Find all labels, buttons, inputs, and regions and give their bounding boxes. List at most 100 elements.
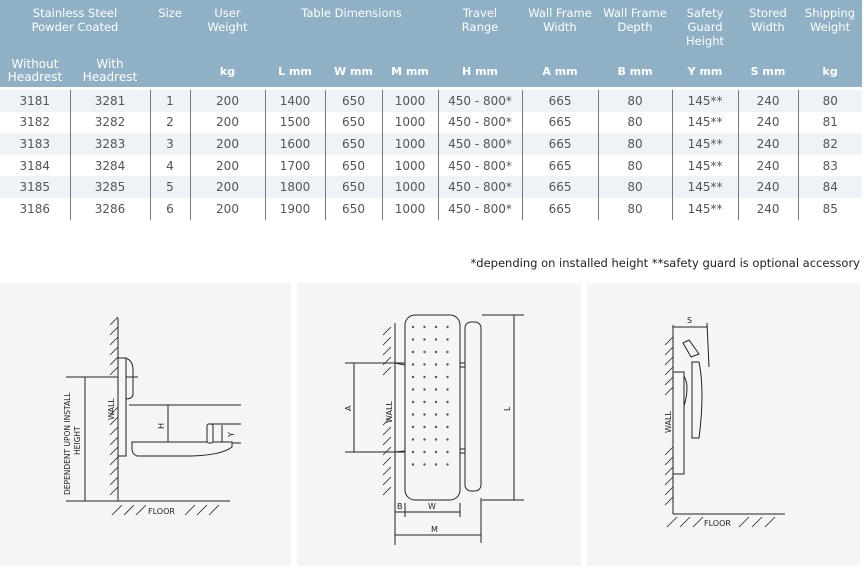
perforation-dot	[423, 450, 426, 454]
perforation-dot	[423, 338, 426, 341]
perforation-dot	[423, 400, 426, 404]
table-cell: 6	[149, 197, 190, 220]
table-cell: 3281	[69, 86, 150, 112]
wall-hatching	[109, 316, 119, 496]
perforation-dot	[423, 375, 426, 379]
perforation-dot	[446, 363, 449, 366]
subheader-b: B mm	[598, 57, 673, 89]
table-cell: 200	[189, 154, 265, 177]
table-cell: 665	[521, 197, 599, 220]
perforation-dot	[423, 463, 426, 466]
wall-label: WALL	[107, 398, 116, 420]
table-cell: 3181	[0, 86, 70, 112]
subheader-kg: kg	[190, 57, 265, 89]
perforation-dot	[446, 450, 449, 454]
front-view-diagram: WALL A L B W M	[344, 314, 524, 545]
table-body: 3181 3281 1 200 1400 650 1000 450 - 800* 665 80 14…	[0, 86, 863, 220]
perforation-dot	[434, 413, 438, 416]
table-cell: 84	[797, 176, 863, 198]
table-cell: 3185	[0, 176, 70, 198]
perforation-dot	[434, 363, 438, 366]
table-cell: 3284	[69, 154, 150, 177]
floor-label: FLOOR	[704, 519, 731, 528]
perforation-dots	[411, 325, 449, 466]
subheader-m: M mm	[382, 57, 439, 89]
table-cell: 80	[797, 86, 863, 112]
perforation-dot	[423, 325, 426, 329]
table-cell: 650	[324, 176, 382, 198]
table-cell: 145**	[671, 197, 739, 220]
table-row: 3184 3284 4 200 1700 650 1000 450 - 800* 665 80 14…	[0, 154, 863, 177]
perforation-dot	[434, 450, 438, 454]
table-cell: 450 - 800*	[437, 133, 523, 155]
table-cell: 1000	[381, 197, 439, 220]
table-cell: 450 - 800*	[437, 86, 523, 112]
subheader-without-headrest: Without Headrest	[0, 57, 70, 89]
table-cell: 240	[737, 197, 799, 220]
s-label: S	[687, 316, 692, 325]
perforation-dot	[411, 425, 415, 429]
perforation-dot	[423, 350, 426, 354]
install-height-label-2: HEIGHT	[73, 426, 82, 455]
table-cell: 450 - 800*	[437, 176, 523, 198]
table-row: 3181 3281 1 200 1400 650 1000 450 - 800* 665 80 14…	[0, 86, 863, 112]
table-row: 3182 3282 2 200 1500 650 1000 450 - 800* 665 80 14…	[0, 111, 863, 134]
table-cell: 3184	[19, 158, 51, 173]
table-row: 3186 3286 6 200 1900 650 1000 450 - 800* 665 80 14…	[0, 197, 863, 220]
table-cell: 665	[521, 154, 599, 177]
table-cell: 145**	[671, 176, 739, 198]
table-cell: 665	[521, 133, 599, 155]
perforation-dot	[411, 325, 415, 329]
subheader-shipping-kg: kg	[798, 57, 863, 89]
table-cell: 3282	[69, 111, 150, 134]
install-height-label-1: DEPENDENT UPON INSTALL	[63, 392, 72, 495]
perforation-dot	[434, 438, 438, 441]
perforation-dot	[434, 400, 438, 404]
table-cell: 80	[597, 154, 673, 177]
perforation-dot	[434, 325, 438, 329]
perforation-dot	[411, 388, 415, 391]
table-cell: 1000	[381, 176, 439, 198]
table-cell: 3	[149, 133, 190, 155]
table-cell: 240	[737, 86, 799, 112]
perforation-dot	[434, 425, 438, 429]
table-cell: 1900	[264, 197, 325, 220]
table-cell: 650	[324, 111, 382, 134]
wall-label: WALL	[385, 401, 394, 423]
perforation-dot	[423, 413, 426, 416]
perforation-dot	[411, 375, 415, 379]
header-safety-guard-height: Safety Guard Height	[672, 0, 739, 57]
table-cell: 2	[149, 111, 190, 134]
table-cell: 1000	[381, 154, 439, 177]
table-cell: 4	[149, 154, 190, 177]
subheader-size	[150, 57, 190, 89]
table-cell: 450 - 800*	[437, 197, 523, 220]
table-cell: 200	[189, 133, 265, 155]
table-cell: 665	[521, 176, 599, 198]
table-cell: 650	[324, 86, 382, 112]
perforation-dot	[446, 413, 449, 416]
wall-label: WALL	[664, 411, 673, 433]
table-row: 3185 3285 5 200 1800 650 1000 450 - 800* 665 80 14…	[0, 176, 863, 198]
table-cell: 145**	[671, 111, 739, 134]
table-cell: 200	[189, 111, 265, 134]
perforation-dot	[446, 350, 449, 354]
header-size: Size	[150, 0, 190, 57]
perforation-dot	[446, 438, 449, 441]
table-cell: 3286	[69, 197, 150, 220]
perforation-dot	[446, 463, 449, 466]
table-cell: 665	[521, 86, 599, 112]
table-cell: 665	[521, 111, 599, 134]
table-cell: 450 - 800*	[437, 111, 523, 134]
floor-label: FLOOR	[148, 507, 175, 516]
table-cell: 240	[737, 111, 799, 134]
table-cell: 240	[737, 154, 799, 177]
perforation-dot	[434, 388, 438, 391]
table-cell: 80	[597, 197, 673, 220]
header-wall-frame-depth: Wall Frame Depth	[598, 0, 673, 57]
subheader-s: S mm	[738, 57, 799, 89]
table-cell: 200	[189, 197, 265, 220]
table-cell: 80	[597, 111, 673, 134]
table-cell: 1500	[264, 111, 325, 134]
table-cell: 1800	[264, 176, 325, 198]
